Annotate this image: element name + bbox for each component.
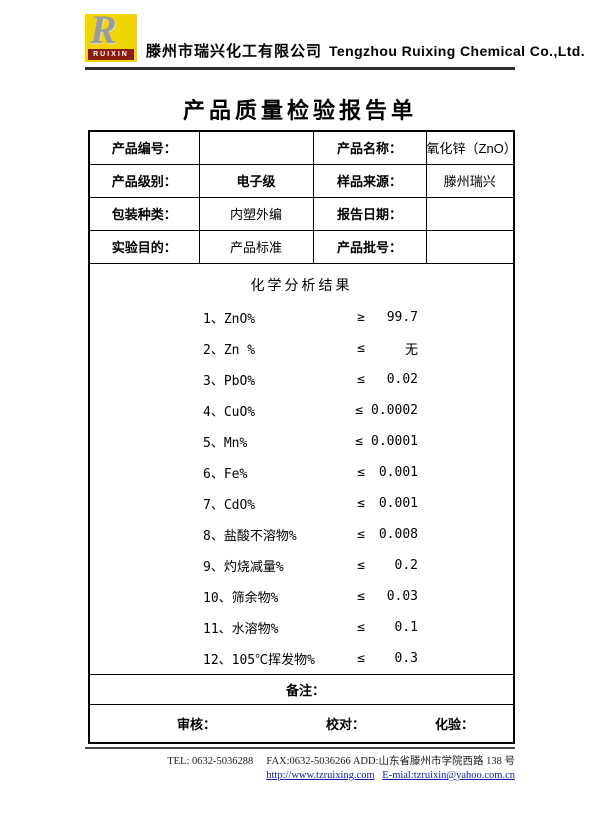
product-name-label: 产品名称：: [312, 130, 427, 165]
analysis-item-value: 0.3: [394, 650, 418, 666]
analysis-item-value: 99.7: [386, 309, 418, 325]
analysis-section: 化学分析结果 1、ZnO% ≥ 99.7 2、Zn % ≤ 无 3、PbO% ≤: [88, 262, 515, 675]
analysis-row: 11、水溶物% ≤ 0.1: [90, 612, 513, 643]
analysis-item-value: 0.001: [378, 495, 418, 511]
footer-contact-line: TEL: 0632-5036288 FAX:0632-5036266 ADD:山…: [167, 756, 515, 767]
analysis-item-symbol: ≤: [357, 557, 365, 573]
signoff-cell: 审核： 校对： 化验：: [88, 703, 515, 744]
analysis-heading: 化学分析结果: [250, 278, 353, 294]
analysis-item-value: 0.0001: [371, 433, 418, 449]
product-grade-value: 电子级: [198, 163, 314, 198]
table-row: 产品编号： 产品名称： 氧化锌（ZnO）: [88, 130, 517, 165]
analysis-item-value: 0.008: [378, 526, 418, 542]
analysis-row: 5、Mn% ≤ 0.0001: [90, 426, 513, 457]
company-names: 滕州市瑞兴化工有限公司 Tengzhou Ruixing Chemical Co…: [146, 40, 585, 62]
test-purpose-value: 产品标准: [198, 229, 314, 264]
analysis-item-symbol: ≤: [355, 402, 364, 418]
report-date-label: 报告日期：: [312, 196, 427, 231]
analysis-item-symbol: ≤: [357, 650, 365, 666]
report-date-value: [425, 196, 515, 231]
analysis-item-symbol: ≤: [357, 371, 365, 387]
analysis-list: 1、ZnO% ≥ 99.7 2、Zn % ≤ 无 3、PbO% ≤ 0.02: [90, 302, 513, 674]
analysis-item-name: 1、ZnO%: [203, 311, 256, 327]
page-title: 产品质量检验报告单: [182, 98, 417, 123]
review-label: 审核：: [176, 716, 216, 732]
analysis-row: 9、灼烧减量% ≤ 0.2: [90, 550, 513, 581]
signoff-row: 审核： 校对： 化验：: [88, 703, 515, 744]
analysis-item-value: 0.02: [386, 371, 418, 387]
analysis-row: 10、筛余物% ≤ 0.03: [90, 581, 513, 612]
analysis-item-value: 0.0002: [371, 402, 418, 418]
analysis-item-name: 5、Mn%: [203, 435, 248, 451]
signoff-labels: 审核： 校对： 化验：: [98, 714, 513, 733]
analysis-row: 12、105℃挥发物% ≤ 0.3: [90, 643, 513, 674]
table-row: 实验目的： 产品标准 产品批号：: [88, 229, 515, 264]
page-footer: TEL: 0632-5036288 FAX:0632-5036266 ADD:山…: [85, 747, 515, 781]
analysis-item-value: 0.1: [394, 619, 418, 635]
company-logo: R RUIXIN: [85, 8, 137, 62]
test-label: 化验：: [434, 716, 474, 732]
analysis-row: 8、盐酸不溶物% ≤ 0.008: [90, 519, 513, 550]
analysis-item-value: 无: [404, 342, 418, 358]
analysis-item-symbol: ≤: [355, 433, 364, 449]
analysis-item-value: 0.001: [378, 464, 418, 480]
product-name-value: 氧化锌（ZnO）: [425, 130, 517, 165]
analysis-item-name: 8、盐酸不溶物%: [203, 528, 297, 544]
analysis-item-name: 3、PbO%: [203, 373, 256, 389]
packaging-type-label: 包装种类：: [88, 196, 200, 231]
analysis-item-name: 9、灼烧减量%: [203, 559, 284, 575]
test-purpose-label: 实验目的：: [88, 229, 200, 264]
proofread-label: 校对：: [325, 716, 365, 732]
analysis-item-symbol: ≤: [357, 464, 365, 480]
email-link[interactable]: E-mial:tzruixin@yahoo.com.cn: [382, 770, 515, 781]
product-no-label: 产品编号：: [88, 130, 200, 165]
table-row: 产品级别： 电子级 样品来源： 滕州瑞兴: [88, 163, 515, 198]
analysis-item-symbol: ≤: [357, 526, 365, 542]
analysis-row: 1、ZnO% ≥ 99.7: [90, 302, 513, 333]
footer-links-line: http://www.tzruixing.com E-mial:tzruixin…: [85, 770, 515, 781]
batch-no-value: [425, 229, 515, 264]
sample-source-label: 样品来源：: [312, 163, 427, 198]
analysis-item-name: 11、水溶物%: [203, 621, 279, 637]
analysis-item-symbol: ≤: [357, 495, 365, 511]
company-name-en: Tengzhou Ruixing Chemical Co.,Ltd.: [329, 43, 586, 59]
sample-source-value: 滕州瑞兴: [425, 163, 515, 198]
analysis-item-name: 6、Fe%: [203, 466, 248, 482]
analysis-item-name: 4、CuO%: [203, 404, 256, 420]
logo-banner: RUIXIN: [88, 49, 134, 60]
analysis-row: 3、PbO% ≤ 0.02: [90, 364, 513, 395]
analysis-item-symbol: ≥: [357, 309, 365, 325]
logo-r-icon: R: [90, 7, 117, 52]
website-link[interactable]: http://www.tzruixing.com: [266, 770, 375, 781]
table-row: 包装种类： 内塑外编 报告日期：: [88, 196, 515, 231]
packaging-type-value: 内塑外编: [198, 196, 314, 231]
batch-no-label: 产品批号：: [312, 229, 427, 264]
analysis-item-name: 7、CdO%: [203, 497, 256, 513]
analysis-item-name: 2、Zn %: [203, 342, 256, 358]
analysis-item-symbol: ≤: [357, 619, 365, 635]
analysis-item-name: 10、筛余物%: [203, 590, 279, 606]
analysis-item-symbol: ≤: [357, 588, 365, 604]
company-name-cn: 滕州市瑞兴化工有限公司: [146, 44, 323, 60]
analysis-row: 2、Zn % ≤ 无: [90, 333, 513, 364]
analysis-item-value: 0.03: [386, 588, 418, 604]
analysis-item-name: 12、105℃挥发物%: [203, 652, 315, 668]
company-header: R RUIXIN 滕州市瑞兴化工有限公司 Tengzhou Ruixing Ch…: [85, 8, 585, 70]
analysis-row: 4、CuO% ≤ 0.0002: [90, 395, 513, 426]
analysis-row: 7、CdO% ≤ 0.001: [90, 488, 513, 519]
remarks-row: 备注：: [88, 673, 515, 705]
analysis-row: 6、Fe% ≤ 0.001: [90, 457, 513, 488]
product-no-value: [198, 130, 314, 165]
analysis-item-value: 0.2: [394, 557, 418, 573]
analysis-section-row: 化学分析结果 1、ZnO% ≥ 99.7 2、Zn % ≤ 无 3、PbO% ≤: [88, 262, 515, 675]
report-table: 产品编号： 产品名称： 氧化锌（ZnO） 产品级别： 电子级 样品来源： 滕州瑞…: [88, 130, 517, 744]
remarks-label: 备注：: [88, 673, 515, 705]
analysis-item-symbol: ≤: [357, 340, 365, 356]
product-grade-label: 产品级别：: [88, 163, 200, 198]
